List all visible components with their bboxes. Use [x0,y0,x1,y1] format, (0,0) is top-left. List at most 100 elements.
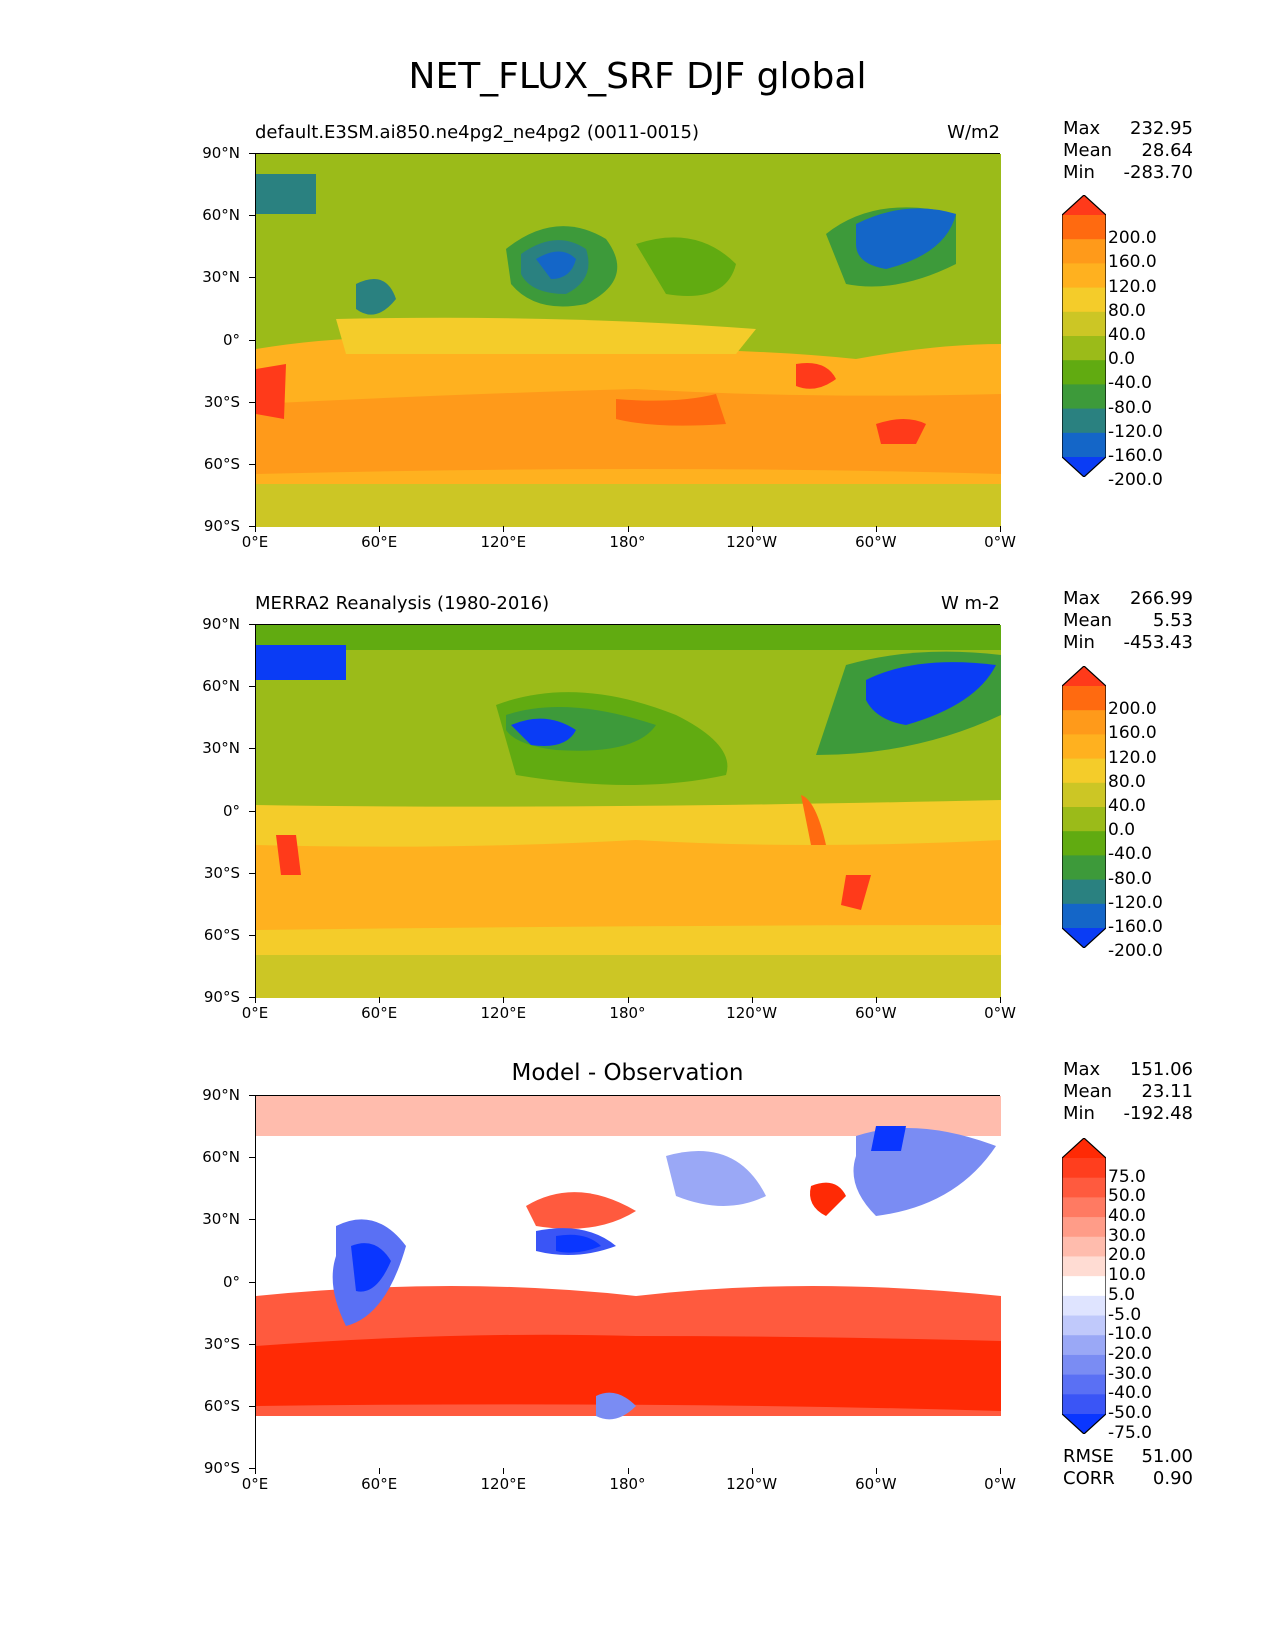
stats-label: Min [1063,162,1095,183]
y-tick-label: 90°N [202,1086,240,1104]
colorbar-tick-label: -75.0 [1108,1422,1152,1443]
y-tick-label: 60°S [203,1396,240,1415]
map-obs [255,624,1001,998]
y-tick-label: 30°N [202,1210,240,1229]
colorbar-segment [1062,1374,1106,1395]
colorbar-tick-label: 0.0 [1108,349,1136,370]
colorbar-extend-top [1062,666,1106,686]
x-tick-label: 0°E [241,533,269,551]
colorbar-tick-label: -20.0 [1108,1343,1152,1364]
stats-row: Max 232.95 [1063,118,1193,140]
stats-value: 232.95 [1130,118,1193,139]
colorbar-tick-label: -160.0 [1108,917,1163,937]
colorbar-tick-label: -10.0 [1108,1324,1152,1345]
colorbar-tick-label: -40.0 [1108,373,1152,394]
stats-row: Mean 23.11 [1063,1081,1193,1103]
colorbar-tick-label: -160.0 [1108,446,1163,466]
x-tick-label: 60°W [855,1475,897,1493]
y-tick-mark [249,215,255,217]
stats-row: Min -453.43 [1063,632,1193,654]
colorbar-segment [1062,831,1106,856]
colorbar-segment [1062,855,1106,881]
y-tick-mark [249,934,255,936]
colorbar-segment [1062,263,1106,289]
panel-title-units: W m-2 [940,593,1000,614]
y-tick-mark [249,463,255,465]
y-tick-mark [249,872,255,874]
map-diff-svg [256,1096,1001,1469]
x-tick-mark [379,526,381,532]
x-tick-mark [627,997,629,1003]
x-tick-mark [503,997,505,1003]
metric-row: RMSE 51.00 [1063,1446,1193,1468]
colorbar-segment [1062,1158,1106,1179]
y-tick-label: 60°N [202,206,240,225]
colorbar-tick-label: 80.0 [1108,771,1146,792]
x-tick-mark [255,997,256,1003]
colorbar-segment [1062,336,1106,361]
colorbar-tick-label: -50.0 [1108,1403,1152,1423]
colorbar-segment [1062,1177,1106,1198]
colorbar-tick-label: 80.0 [1108,300,1146,321]
x-tick-label: 120°E [480,1004,527,1022]
y-tick-mark [249,526,255,527]
stats-value: 5.53 [1152,610,1193,631]
y-tick-label: 0° [222,801,240,820]
x-tick-mark [751,997,753,1003]
colorbar-tick-label: 0.0 [1108,820,1136,841]
colorbar-segment [1062,311,1106,337]
metric-value: 0.90 [1152,1468,1193,1489]
colorbar-extend-bottom [1062,457,1106,477]
y-tick-label: 30°S [203,1334,240,1353]
stats-value: 23.11 [1141,1081,1193,1102]
stats-row: Mean 5.53 [1063,610,1193,632]
y-tick-mark [249,997,255,998]
y-tick-mark [249,686,255,688]
y-tick-label: 60°N [202,677,240,696]
x-tick-mark [1000,526,1001,532]
stats-label: Min [1063,1103,1095,1124]
colorbar-tick-label: -120.0 [1108,421,1163,442]
stats-value: -283.70 [1123,162,1193,183]
stats-label: Min [1063,632,1095,653]
x-tick-mark [503,526,505,532]
stats-label: Mean [1063,140,1113,161]
colorbar-segment [1062,1276,1106,1297]
x-tick-mark [379,1468,381,1474]
stats-label: Max [1063,118,1101,139]
metric-label: CORR [1063,1468,1115,1489]
x-tick-mark [627,1468,629,1474]
x-tick-mark [751,526,753,532]
stats-value: -453.43 [1123,632,1193,653]
y-tick-label: 90°N [202,615,240,633]
colorbar-tick-label: -80.0 [1108,868,1152,889]
colorbar-extend-top [1062,1138,1106,1158]
colorbar-tick-label: 40.0 [1108,796,1146,816]
y-tick-mark [249,1095,255,1096]
y-tick-mark [249,624,255,625]
metric-value: 51.00 [1141,1446,1193,1467]
colorbar-tick-label: 120.0 [1108,276,1157,297]
colorbar [1062,666,1106,948]
colorbar-segment [1062,239,1106,264]
y-tick-label: 60°S [203,454,240,473]
y-tick-mark [249,1468,255,1469]
x-tick-label: 120°E [480,1475,527,1493]
stats-value: -192.48 [1123,1103,1193,1124]
colorbar-segment [1062,1236,1106,1257]
y-tick-label: 90°N [202,144,240,162]
colorbar [1062,195,1106,477]
x-tick-label: 60°E [361,1475,398,1493]
colorbar-tick-label: 75.0 [1108,1166,1146,1187]
colorbar-segment [1062,432,1106,458]
y-tick-mark [249,810,255,812]
panel-title-left: MERRA2 Reanalysis (1980-2016) [255,593,550,614]
y-tick-mark [249,1157,255,1159]
y-tick-label: 0° [222,330,240,349]
colorbar-tick-label: 10.0 [1108,1265,1146,1286]
stats-label: Mean [1063,1081,1113,1102]
colorbar-segment [1062,807,1106,832]
y-tick-label: 30°S [203,863,240,882]
colorbar-segment [1062,1197,1106,1218]
colorbar-tick-label: 40.0 [1108,325,1146,345]
